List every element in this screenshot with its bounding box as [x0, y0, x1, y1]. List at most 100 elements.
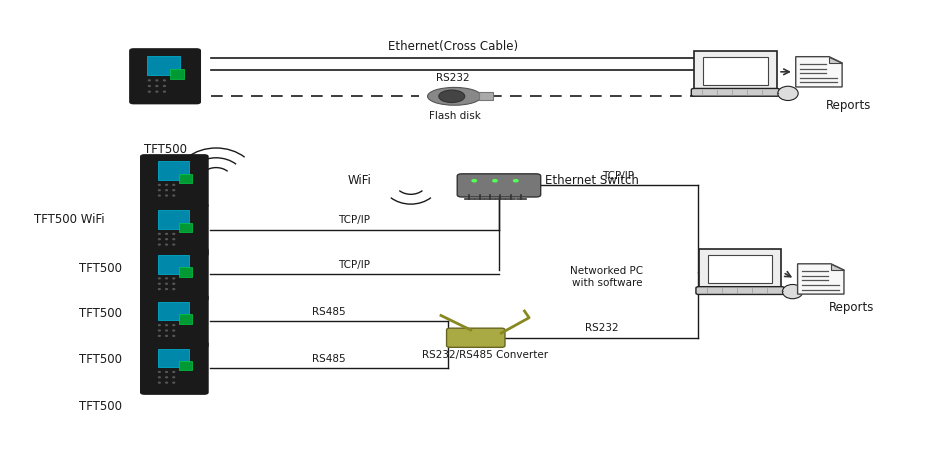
Circle shape — [159, 289, 160, 290]
FancyBboxPatch shape — [141, 155, 208, 207]
Text: RS485: RS485 — [312, 354, 345, 364]
Ellipse shape — [427, 87, 481, 105]
Bar — [147, 56, 180, 75]
Circle shape — [173, 372, 174, 373]
Polygon shape — [829, 57, 842, 63]
Bar — [170, 69, 184, 79]
FancyBboxPatch shape — [141, 249, 208, 301]
Bar — [480, 92, 493, 100]
Bar — [179, 314, 192, 324]
Circle shape — [173, 382, 174, 383]
Text: RS232/RS485 Converter: RS232/RS485 Converter — [422, 350, 548, 360]
Bar — [158, 349, 188, 367]
Circle shape — [166, 382, 167, 383]
Circle shape — [166, 278, 167, 279]
Circle shape — [173, 278, 174, 279]
Text: TCP/IP: TCP/IP — [339, 260, 370, 270]
Circle shape — [173, 289, 174, 290]
Circle shape — [159, 278, 160, 279]
FancyBboxPatch shape — [141, 342, 208, 394]
Circle shape — [166, 372, 167, 373]
Bar — [179, 223, 192, 232]
Text: Networked PC
with software: Networked PC with software — [569, 266, 643, 288]
Bar — [158, 302, 188, 320]
Text: TFT500: TFT500 — [144, 143, 187, 156]
Bar — [158, 161, 188, 180]
Circle shape — [156, 80, 158, 81]
Text: Reports: Reports — [826, 99, 871, 111]
Text: Ethernet Switch: Ethernet Switch — [545, 175, 639, 188]
Circle shape — [173, 195, 174, 196]
Ellipse shape — [783, 285, 802, 299]
Bar — [158, 255, 188, 273]
Circle shape — [166, 244, 167, 245]
FancyBboxPatch shape — [130, 49, 201, 104]
Ellipse shape — [778, 86, 798, 101]
Text: TFT500: TFT500 — [78, 353, 121, 366]
Text: Reports: Reports — [829, 301, 874, 314]
FancyBboxPatch shape — [699, 249, 781, 289]
Circle shape — [156, 86, 158, 87]
Text: TFT500: TFT500 — [78, 262, 121, 275]
Circle shape — [163, 80, 165, 81]
Circle shape — [173, 244, 174, 245]
Text: TFT500: TFT500 — [78, 400, 121, 413]
Circle shape — [156, 91, 158, 92]
FancyBboxPatch shape — [694, 51, 777, 91]
Text: WiFi: WiFi — [348, 175, 371, 188]
Text: Ethernet(Cross Cable): Ethernet(Cross Cable) — [387, 40, 518, 53]
Circle shape — [166, 325, 167, 326]
Circle shape — [159, 244, 160, 245]
Circle shape — [163, 86, 165, 87]
Polygon shape — [796, 57, 842, 87]
Circle shape — [173, 184, 174, 185]
Circle shape — [439, 90, 465, 102]
Circle shape — [159, 330, 160, 331]
Circle shape — [159, 325, 160, 326]
Circle shape — [163, 91, 165, 92]
Circle shape — [173, 377, 174, 378]
FancyBboxPatch shape — [691, 88, 780, 96]
Circle shape — [159, 184, 160, 185]
FancyBboxPatch shape — [696, 287, 785, 295]
Circle shape — [166, 190, 167, 191]
Bar — [708, 255, 773, 283]
Polygon shape — [831, 264, 844, 270]
Text: RS232: RS232 — [436, 73, 469, 83]
Text: TFT500 WiFi: TFT500 WiFi — [35, 213, 104, 226]
Circle shape — [173, 325, 174, 326]
Bar — [158, 211, 188, 229]
Polygon shape — [798, 264, 844, 294]
Bar — [179, 361, 192, 370]
Circle shape — [513, 179, 518, 182]
Circle shape — [173, 283, 174, 284]
Text: RS485: RS485 — [312, 307, 345, 317]
Text: TCP/IP: TCP/IP — [602, 171, 634, 181]
FancyBboxPatch shape — [447, 328, 505, 347]
Text: TCP/IP: TCP/IP — [339, 216, 370, 226]
Circle shape — [166, 289, 167, 290]
Circle shape — [166, 195, 167, 196]
Bar — [703, 57, 768, 85]
Circle shape — [166, 377, 167, 378]
Circle shape — [493, 179, 497, 182]
Circle shape — [159, 190, 160, 191]
Circle shape — [159, 372, 160, 373]
Bar — [179, 174, 192, 184]
FancyBboxPatch shape — [141, 204, 208, 256]
Circle shape — [166, 184, 167, 185]
Circle shape — [159, 382, 160, 383]
Circle shape — [166, 330, 167, 331]
Circle shape — [166, 283, 167, 284]
Circle shape — [148, 86, 150, 87]
Bar — [179, 267, 192, 277]
Circle shape — [159, 195, 160, 196]
Circle shape — [173, 330, 174, 331]
FancyBboxPatch shape — [141, 295, 208, 347]
Text: RS232: RS232 — [585, 323, 619, 333]
Circle shape — [148, 91, 150, 92]
Text: Flash disk: Flash disk — [428, 110, 480, 120]
Text: TFT500: TFT500 — [78, 307, 121, 320]
Circle shape — [159, 283, 160, 284]
Circle shape — [173, 190, 174, 191]
